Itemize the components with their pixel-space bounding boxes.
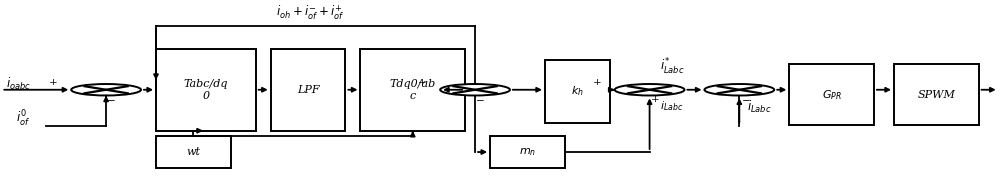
- Circle shape: [71, 84, 141, 95]
- Text: LPF: LPF: [297, 85, 319, 95]
- Bar: [894, 64, 979, 125]
- Text: +: +: [651, 95, 660, 104]
- Bar: [789, 64, 874, 125]
- Text: wt: wt: [186, 147, 200, 157]
- Text: $i_{of}^{0}$: $i_{of}^{0}$: [16, 108, 31, 129]
- Text: +: +: [418, 78, 427, 87]
- Bar: [156, 136, 231, 168]
- Text: $-$: $-$: [106, 95, 116, 104]
- Text: SPWM: SPWM: [917, 90, 955, 100]
- Bar: [545, 60, 610, 122]
- Text: $i_{oabc}$: $i_{oabc}$: [6, 76, 31, 92]
- Text: $i_{oh}+i_{of}^{-}+i_{of}^{+}$: $i_{oh}+i_{of}^{-}+i_{of}^{+}$: [276, 3, 345, 22]
- Text: $i_{Labc}^{*}$: $i_{Labc}^{*}$: [660, 57, 684, 77]
- Circle shape: [704, 84, 774, 95]
- Text: $k_h$: $k_h$: [571, 85, 584, 98]
- Bar: [156, 49, 256, 131]
- Text: $-$: $-$: [475, 95, 485, 104]
- Text: +: +: [49, 78, 58, 87]
- Circle shape: [615, 84, 684, 95]
- Text: $i_{Labc}$: $i_{Labc}$: [747, 99, 772, 115]
- Text: Tabc/dq
0: Tabc/dq 0: [184, 78, 228, 101]
- Bar: [271, 49, 345, 131]
- Text: $m_n$: $m_n$: [519, 146, 536, 158]
- Text: $i_{Labc}$: $i_{Labc}$: [660, 99, 683, 112]
- Text: $-$: $-$: [741, 95, 750, 104]
- Text: Tdq0/ab
c: Tdq0/ab c: [390, 78, 436, 101]
- Circle shape: [440, 84, 510, 95]
- Text: +: +: [592, 78, 601, 87]
- Bar: [360, 49, 465, 131]
- Text: $G_{PR}$: $G_{PR}$: [822, 88, 842, 102]
- Bar: [490, 136, 565, 168]
